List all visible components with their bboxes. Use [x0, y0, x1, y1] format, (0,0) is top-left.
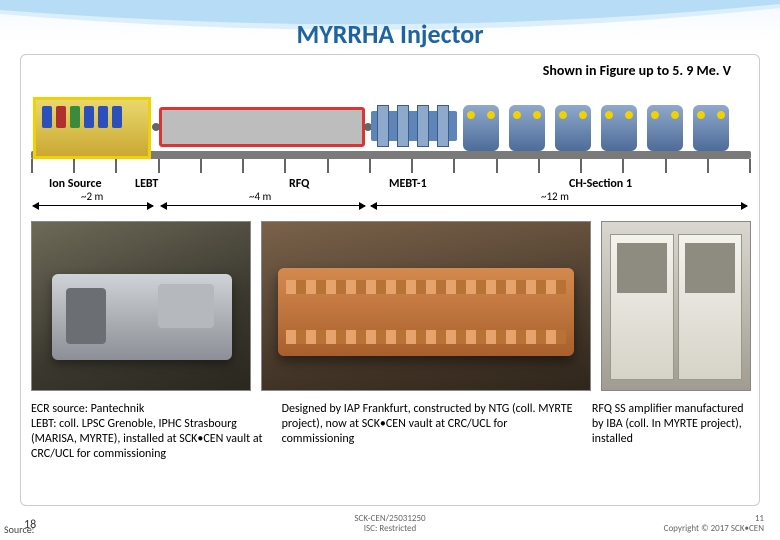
- captions-row: ECR source: Pantechnik LEBT: coll. LPSC …: [31, 402, 751, 462]
- mebt-box: [371, 111, 457, 141]
- ch-section-cavities: [463, 103, 749, 151]
- source-label: Source:: [4, 523, 34, 536]
- caption-3: RFQ SS amplifier manufactured by IBA (co…: [592, 402, 751, 462]
- measure-3-label: ~12 m: [541, 190, 569, 203]
- caption-1: ECR source: Pantechnik LEBT: coll. LPSC …: [31, 402, 270, 462]
- caption-2: Designed by IAP Frankfurt, constructed b…: [282, 402, 580, 462]
- photo-rfq-copper: [261, 221, 591, 391]
- injector-schematic: [31, 83, 751, 175]
- footer-right: 11 Copyright © 2017 SCK•CEN: [664, 514, 764, 534]
- measurement-row: ~2 m ~4 m ~12 m: [31, 195, 751, 219]
- label-ch-section1: CH-Section 1: [569, 177, 632, 191]
- label-ion-source: Ion Source: [49, 177, 102, 191]
- rfq-box: [159, 107, 365, 147]
- label-mebt1: MEBT-1: [389, 177, 427, 191]
- ion-source-box: [33, 97, 151, 159]
- footer-classification: ISC: Restricted: [364, 523, 416, 534]
- schematic-labels-row: Ion Source LEBT RFQ MEBT-1 CH-Section 1: [31, 177, 751, 195]
- label-rfq: RFQ: [289, 177, 309, 191]
- measure-2-line: [161, 205, 365, 206]
- measure-1-line: [33, 205, 153, 206]
- content-panel: Shown in Figure up to 5. 9 Me. V Ion Sou…: [20, 54, 760, 506]
- photo-row: [31, 221, 751, 396]
- photo-ecr-lebt: [31, 221, 251, 391]
- measure-3-line: [371, 205, 747, 206]
- panel-subtitle: Shown in Figure up to 5. 9 Me. V: [31, 62, 731, 79]
- photo-amplifier-cabinets: [601, 221, 751, 391]
- measure-1-label: ~2 m: [81, 190, 103, 203]
- page-title: MYRRHA Injector: [0, 18, 780, 50]
- ion-source-components: [42, 106, 142, 128]
- label-lebt: LEBT: [135, 177, 158, 191]
- schematic-legs: [31, 159, 751, 173]
- footer-copyright: Copyright © 2017 SCK•CEN: [664, 523, 764, 534]
- measure-2-label: ~4 m: [249, 190, 271, 203]
